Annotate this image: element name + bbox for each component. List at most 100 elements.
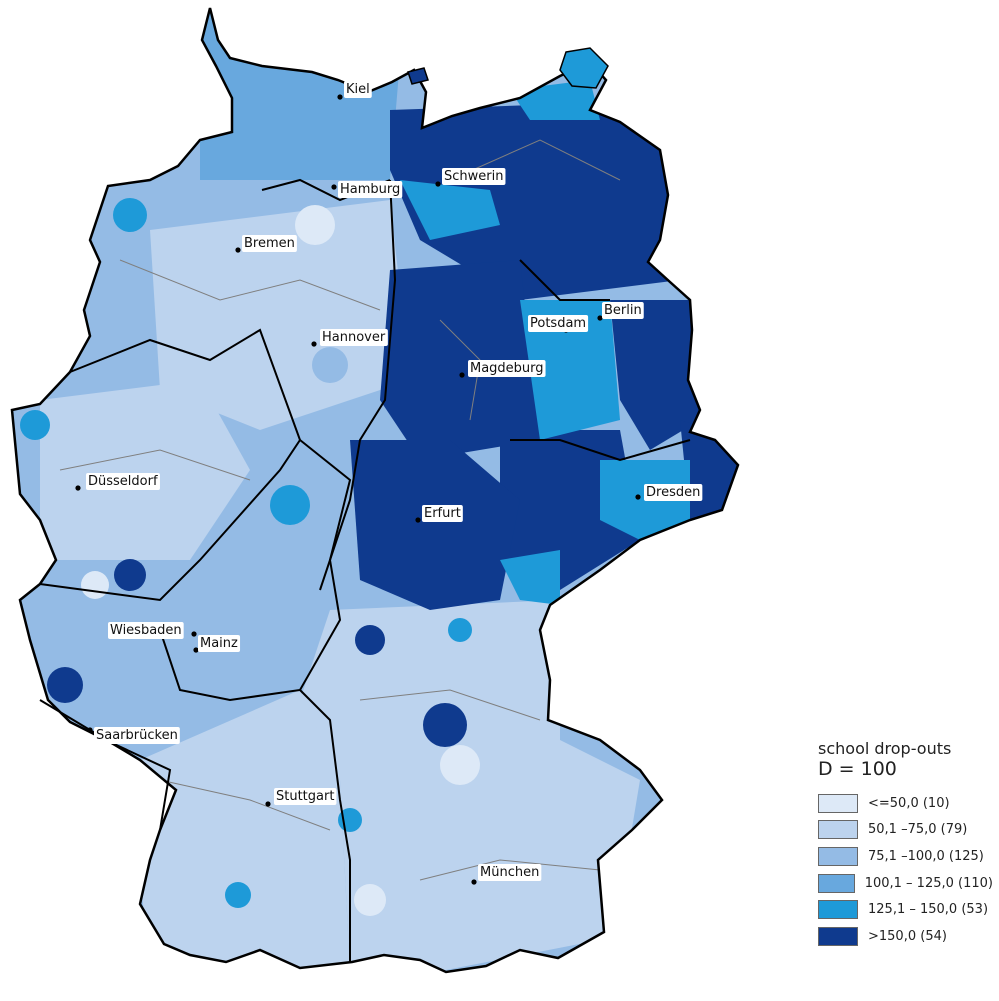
state-borders [39, 178, 691, 962]
legend-rows: <=50,0 (10) 50,1 –75,0 (79) 75,1 –100,0 (1… [818, 790, 993, 950]
district-line-4 [359, 689, 541, 721]
region-bw-light [140, 690, 350, 970]
district-line-6 [449, 139, 621, 181]
city-label-stuttgart: Stuttgart [276, 789, 334, 804]
city-label-erfurt: Erfurt [424, 506, 461, 521]
city-label-kiel: Kiel [346, 82, 370, 97]
city-dot-saarbrucken [87, 727, 93, 733]
spot-allgaeu-light [354, 884, 386, 916]
state-border-east [319, 179, 397, 591]
legend-item: <=50,0 (10) [818, 790, 993, 817]
city-dot-magdeburg [459, 372, 465, 378]
legend-label: 125,1 – 150,0 (53) [868, 902, 989, 918]
spot-regensburg [448, 618, 472, 642]
city-label-magdeburg: Magdeburg [470, 361, 544, 376]
legend-label: 75,1 –100,0 (125) [868, 848, 984, 864]
city-dot-hamburg [331, 184, 337, 190]
city-label-bg-berlin [602, 302, 644, 319]
city-dot-kiel [337, 94, 343, 100]
spot-nordhessen [270, 485, 310, 525]
spot-hannover-region [312, 347, 348, 383]
region-schwerin-mid [400, 180, 500, 240]
region-erzgebirge-mid [500, 550, 560, 605]
legend-swatch [818, 846, 858, 866]
legend-swatch [818, 926, 858, 946]
city-layer: Kiel Hamburg Schwerin Bremen Hannover Potsdam… [75, 81, 703, 885]
city-label-bg-wiesbaden [108, 622, 184, 639]
city-label-mainz: Mainz [200, 636, 238, 651]
city-dot-mainz [193, 647, 199, 653]
spot-nrw-light [81, 571, 109, 599]
district-line-5 [419, 859, 601, 881]
legend-swatch [818, 793, 858, 813]
legend-swatch [818, 820, 858, 840]
city-dot-wiesbaden [191, 631, 197, 637]
city-label-bg-hamburg [338, 181, 403, 198]
legend-swatch [818, 900, 858, 920]
spot-emsland [113, 198, 147, 232]
district-line-3 [159, 779, 331, 831]
legend-label: 50,1 –75,0 (79) [868, 822, 968, 838]
region-brandenburg-mid [520, 300, 620, 440]
spot-eifel [47, 667, 83, 703]
city-dot-erfurt [415, 517, 421, 523]
city-label-dusseldorf: Düsseldorf [88, 474, 158, 489]
legend-item: 100,1 – 125,0 (110) [818, 870, 993, 897]
city-label-schwerin: Schwerin [444, 169, 503, 184]
spot-bremen-region [295, 205, 335, 245]
legend-swatch [818, 873, 855, 893]
district-line-1 [119, 259, 381, 311]
legend-item: >150,0 (54) [818, 923, 993, 950]
legend-item: 50,1 –75,0 (79) [818, 817, 993, 844]
city-label-wiesbaden: Wiesbaden [110, 623, 182, 638]
legend-label: >150,0 (54) [868, 928, 947, 944]
city-dot-bremen [235, 247, 241, 253]
city-dot-hannover [311, 341, 317, 347]
city-dot-dusseldorf [75, 485, 81, 491]
state-border-bw-by [299, 689, 351, 962]
spot-oberfranken [355, 625, 385, 655]
legend: school drop-outs D = 100 <=50,0 (10) 50,1… [818, 740, 993, 950]
city-label-hamburg: Hamburg [340, 182, 400, 197]
city-label-bremen: Bremen [244, 236, 295, 251]
island-fehmarn [407, 67, 429, 85]
city-label-munchen: München [480, 865, 539, 880]
city-label-hannover: Hannover [322, 330, 386, 345]
region-nrw-light [40, 380, 250, 560]
city-label-bg-kiel [344, 81, 372, 98]
city-label-bg-dusseldorf [86, 473, 160, 490]
city-label-bg-munchen [478, 864, 542, 881]
legend-item: 75,1 –100,0 (125) [818, 843, 993, 870]
city-dot-dresden [635, 494, 641, 500]
state-border-saxony [510, 439, 691, 462]
city-label-dresden: Dresden [646, 485, 700, 500]
spot-bavaria-light [440, 745, 480, 785]
legend-title: school drop-outs [818, 739, 952, 758]
spot-karlsruhe [225, 882, 251, 908]
city-label-bg-hannover [320, 329, 388, 346]
island-ruegen [559, 47, 609, 89]
legend-label: <=50,0 (10) [868, 795, 950, 811]
city-label-bg-erfurt [422, 505, 463, 522]
city-dot-munchen [471, 879, 477, 885]
district-line-2 [59, 449, 251, 481]
city-label-saarbrucken: Saarbrücken [96, 728, 178, 743]
legend-label: 100,1 – 125,0 (110) [864, 875, 993, 891]
city-label-bg-bremen [242, 235, 297, 252]
city-label-potsdam: Potsdam [530, 316, 586, 331]
city-label-bg-magdeburg [468, 360, 546, 377]
city-label-bg-dresden [644, 484, 703, 501]
city-label-bg-potsdam [528, 315, 589, 332]
city-label-bg-stuttgart [274, 788, 337, 805]
spot-nuernberg [423, 703, 467, 747]
region-thuringia-dark [350, 440, 520, 610]
city-label-berlin: Berlin [604, 303, 642, 318]
city-dot-berlin [597, 315, 603, 321]
state-border-rp-saar [39, 699, 172, 831]
legend-item: 125,1 – 150,0 (53) [818, 896, 993, 923]
region-mv-dark [390, 100, 680, 300]
region-brandenburg-east-dark [610, 300, 700, 450]
city-label-bg-schwerin [442, 168, 506, 185]
